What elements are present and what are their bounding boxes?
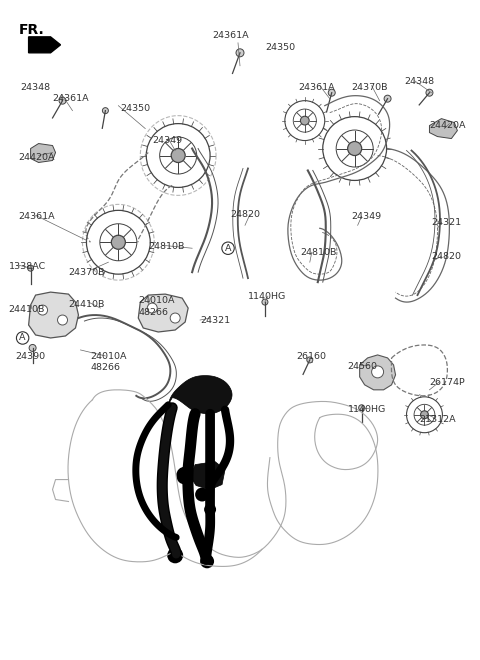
Circle shape bbox=[167, 547, 183, 564]
Polygon shape bbox=[138, 294, 188, 332]
Text: 48266: 48266 bbox=[138, 308, 168, 317]
Text: 26160: 26160 bbox=[296, 352, 326, 361]
Text: 24410B: 24410B bbox=[9, 305, 45, 314]
Polygon shape bbox=[31, 143, 56, 162]
Text: 24820: 24820 bbox=[230, 211, 260, 219]
Text: 24348: 24348 bbox=[405, 77, 435, 86]
Text: 24810B: 24810B bbox=[148, 242, 185, 251]
Text: 24820: 24820 bbox=[432, 252, 461, 261]
Text: 24349: 24349 bbox=[352, 213, 382, 221]
Circle shape bbox=[29, 345, 36, 351]
Polygon shape bbox=[360, 355, 396, 390]
Circle shape bbox=[300, 116, 309, 125]
Text: 24361A: 24361A bbox=[19, 213, 55, 221]
Text: 24010A: 24010A bbox=[90, 352, 127, 361]
Text: 24321: 24321 bbox=[200, 316, 230, 325]
Text: 26174P: 26174P bbox=[430, 378, 465, 387]
Circle shape bbox=[200, 554, 214, 568]
Polygon shape bbox=[29, 37, 60, 53]
Circle shape bbox=[111, 235, 125, 249]
Circle shape bbox=[359, 405, 365, 411]
Text: 24361A: 24361A bbox=[212, 31, 249, 40]
Circle shape bbox=[426, 89, 433, 96]
Text: 1140HG: 1140HG bbox=[248, 292, 286, 301]
Circle shape bbox=[171, 148, 185, 162]
Text: 24348: 24348 bbox=[21, 82, 51, 92]
Text: 24361A: 24361A bbox=[298, 82, 335, 92]
Text: 1338AC: 1338AC bbox=[9, 262, 46, 271]
Circle shape bbox=[236, 49, 244, 57]
Circle shape bbox=[420, 411, 429, 418]
Text: 24361A: 24361A bbox=[52, 94, 89, 103]
Circle shape bbox=[58, 315, 68, 325]
Circle shape bbox=[195, 488, 209, 502]
Circle shape bbox=[204, 504, 216, 515]
Text: 1140HG: 1140HG bbox=[348, 405, 386, 414]
Circle shape bbox=[147, 303, 157, 313]
Polygon shape bbox=[168, 376, 232, 414]
Polygon shape bbox=[29, 292, 78, 338]
Text: 24349: 24349 bbox=[152, 135, 182, 145]
Text: 24350: 24350 bbox=[120, 104, 150, 113]
Text: 21312A: 21312A bbox=[420, 414, 456, 424]
Text: 24810B: 24810B bbox=[300, 248, 336, 257]
Circle shape bbox=[28, 265, 34, 271]
Circle shape bbox=[262, 299, 268, 305]
Circle shape bbox=[328, 89, 335, 96]
Circle shape bbox=[37, 305, 48, 315]
Polygon shape bbox=[430, 119, 457, 139]
Text: 24420A: 24420A bbox=[430, 121, 466, 129]
Text: 24410B: 24410B bbox=[69, 300, 105, 309]
Text: 24350: 24350 bbox=[265, 43, 295, 52]
Text: FR.: FR. bbox=[19, 23, 44, 37]
Circle shape bbox=[170, 313, 180, 323]
Text: 24010A: 24010A bbox=[138, 296, 175, 305]
Polygon shape bbox=[190, 461, 225, 490]
Text: 24390: 24390 bbox=[16, 352, 46, 361]
Text: A: A bbox=[19, 333, 26, 343]
Text: 24560: 24560 bbox=[348, 362, 378, 371]
Text: 24370B: 24370B bbox=[352, 82, 388, 92]
Text: 24370B: 24370B bbox=[69, 268, 105, 277]
Text: 48266: 48266 bbox=[90, 363, 120, 372]
Circle shape bbox=[59, 97, 66, 104]
Circle shape bbox=[384, 95, 391, 102]
Circle shape bbox=[348, 141, 362, 156]
Circle shape bbox=[102, 108, 108, 114]
Text: A: A bbox=[225, 244, 231, 253]
Text: 24420A: 24420A bbox=[19, 152, 55, 162]
Circle shape bbox=[176, 467, 194, 484]
Circle shape bbox=[307, 357, 313, 363]
Circle shape bbox=[372, 366, 384, 378]
Text: 24321: 24321 bbox=[432, 218, 462, 227]
